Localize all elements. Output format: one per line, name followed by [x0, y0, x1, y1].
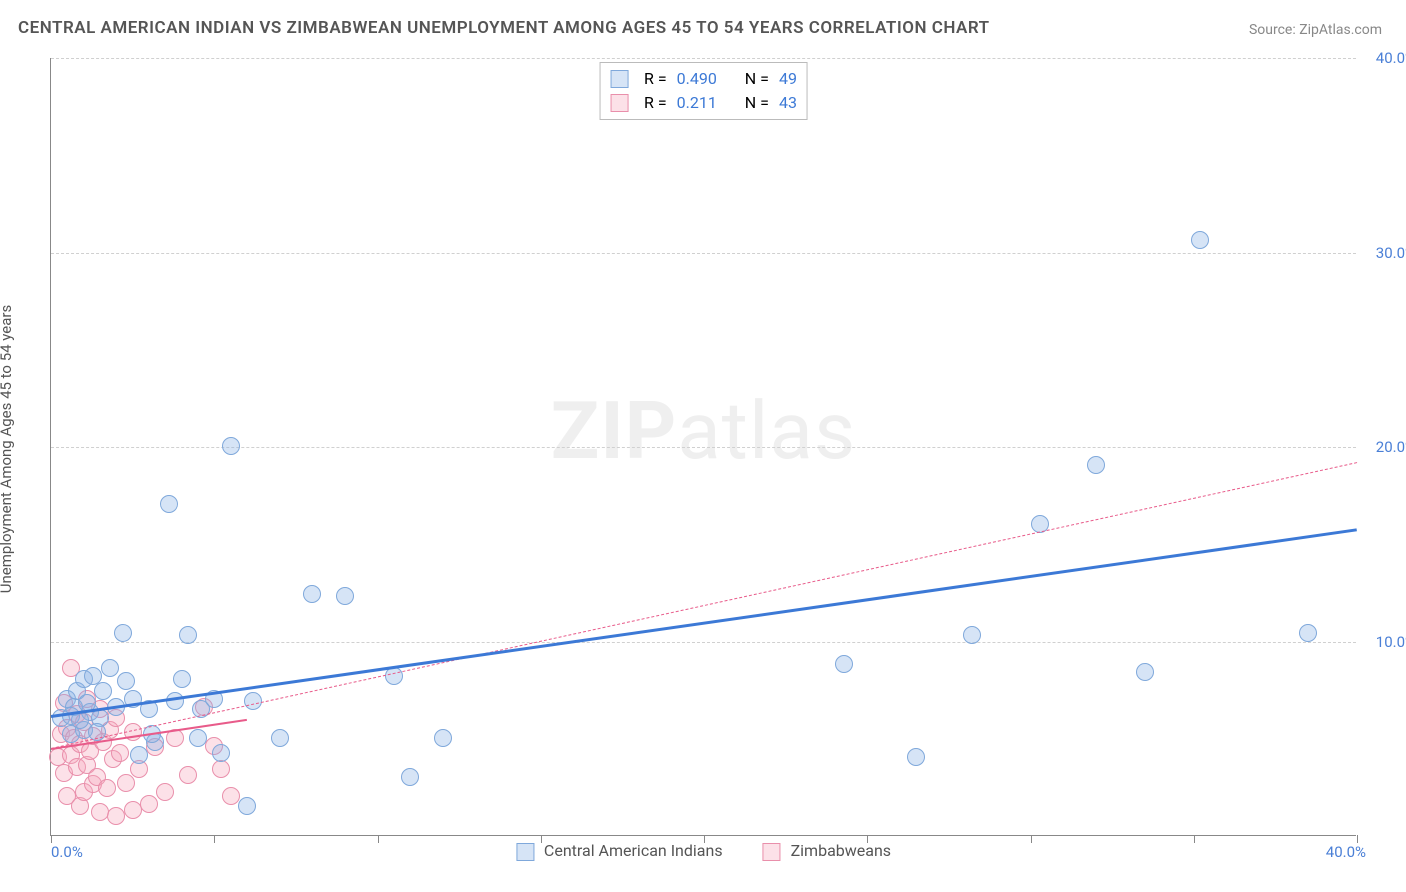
data-point	[179, 766, 197, 784]
data-point	[907, 748, 925, 766]
data-point	[114, 624, 132, 642]
data-point	[303, 585, 321, 603]
legend-swatch-pink	[610, 94, 628, 112]
legend-item-blue: Central American Indians	[516, 841, 723, 861]
bottom-legend: Central American Indians Zimbabweans	[516, 841, 891, 861]
r-value-pink: 0.211	[677, 91, 717, 115]
data-point	[1299, 624, 1317, 642]
data-point	[101, 659, 119, 677]
gridline	[51, 447, 1356, 448]
n-value-blue: 49	[779, 67, 797, 91]
y-axis-label: Unemployment Among Ages 45 to 54 years	[0, 305, 15, 593]
x-tick	[1357, 835, 1358, 843]
data-point	[94, 682, 112, 700]
data-point	[107, 807, 125, 825]
watermark: ZIPatlas	[551, 384, 856, 478]
data-point	[117, 774, 135, 792]
legend-swatch-blue	[516, 843, 534, 861]
n-label: N =	[745, 91, 769, 115]
chart-title: CENTRAL AMERICAN INDIAN VS ZIMBABWEAN UN…	[18, 18, 990, 38]
gridline	[51, 253, 1356, 254]
data-point	[179, 626, 197, 644]
data-point	[401, 768, 419, 786]
legend-swatch-blue	[610, 70, 628, 88]
source-label: Source: ZipAtlas.com	[1249, 22, 1382, 38]
data-point	[91, 803, 109, 821]
data-point	[140, 795, 158, 813]
data-point	[835, 655, 853, 673]
data-point	[156, 783, 174, 801]
data-point	[222, 437, 240, 455]
data-point	[124, 801, 142, 819]
r-label: R =	[644, 91, 667, 115]
gridline	[51, 58, 1356, 59]
n-label: N =	[745, 67, 769, 91]
data-point	[1136, 663, 1154, 681]
data-point	[117, 672, 135, 690]
data-point	[434, 729, 452, 747]
data-point	[238, 797, 256, 815]
legend-label-pink: Zimbabweans	[791, 841, 891, 860]
watermark-light: atlas	[677, 384, 856, 478]
gridline	[51, 642, 1356, 643]
data-point	[173, 670, 191, 688]
data-point	[336, 587, 354, 605]
data-point	[212, 744, 230, 762]
y-tick-label: 10.0%	[1376, 633, 1406, 651]
data-point	[1087, 456, 1105, 474]
legend-label-blue: Central American Indians	[544, 841, 723, 860]
legend-item-pink: Zimbabweans	[763, 841, 891, 861]
stats-row-blue: R = 0.490 N = 49	[610, 67, 797, 91]
data-point	[212, 760, 230, 778]
y-tick-label: 20.0%	[1376, 438, 1406, 456]
data-point	[244, 692, 262, 710]
legend-swatch-pink	[763, 843, 781, 861]
watermark-bold: ZIP	[551, 384, 678, 478]
x-tick	[51, 835, 52, 843]
data-point	[189, 729, 207, 747]
stats-row-pink: R = 0.211 N = 43	[610, 91, 797, 115]
y-tick-label: 30.0%	[1376, 244, 1406, 262]
x-tick-label: 40.0%	[1326, 843, 1366, 861]
data-point	[160, 495, 178, 513]
x-tick	[1194, 835, 1195, 843]
stats-legend: R = 0.490 N = 49 R = 0.211 N = 43	[599, 62, 808, 120]
x-tick	[378, 835, 379, 843]
data-point	[111, 744, 129, 762]
data-point	[98, 779, 116, 797]
data-point	[130, 746, 148, 764]
data-point	[963, 626, 981, 644]
n-value-pink: 43	[779, 91, 797, 115]
trend-line	[51, 529, 1357, 719]
data-point	[271, 729, 289, 747]
x-tick	[1031, 835, 1032, 843]
scatter-plot: ZIPatlas R = 0.490 N = 49 R = 0.211 N = …	[50, 58, 1356, 836]
data-point	[1191, 231, 1209, 249]
x-tick-label: 0.0%	[51, 843, 83, 861]
y-tick-label: 40.0%	[1376, 49, 1406, 67]
r-value-blue: 0.490	[677, 67, 717, 91]
data-point	[222, 787, 240, 805]
x-tick	[214, 835, 215, 843]
r-label: R =	[644, 67, 667, 91]
